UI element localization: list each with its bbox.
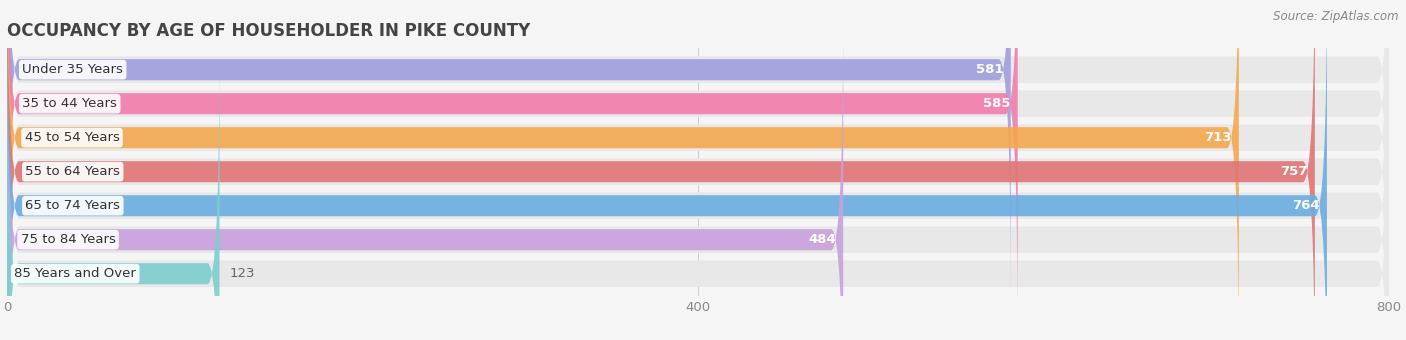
Text: OCCUPANCY BY AGE OF HOUSEHOLDER IN PIKE COUNTY: OCCUPANCY BY AGE OF HOUSEHOLDER IN PIKE … — [7, 22, 530, 40]
Text: Source: ZipAtlas.com: Source: ZipAtlas.com — [1274, 10, 1399, 23]
Text: 85 Years and Over: 85 Years and Over — [14, 267, 136, 280]
Text: 764: 764 — [1292, 199, 1320, 212]
Text: 585: 585 — [983, 97, 1011, 110]
FancyBboxPatch shape — [7, 0, 1389, 340]
Text: 581: 581 — [976, 63, 1004, 76]
FancyBboxPatch shape — [7, 0, 1018, 331]
Text: 35 to 44 Years: 35 to 44 Years — [22, 97, 117, 110]
Text: 55 to 64 Years: 55 to 64 Years — [25, 165, 120, 178]
Text: 75 to 84 Years: 75 to 84 Years — [21, 233, 115, 246]
FancyBboxPatch shape — [7, 46, 219, 340]
FancyBboxPatch shape — [7, 0, 1327, 340]
FancyBboxPatch shape — [7, 0, 1389, 340]
Text: Under 35 Years: Under 35 Years — [22, 63, 124, 76]
FancyBboxPatch shape — [7, 49, 1389, 340]
Text: 65 to 74 Years: 65 to 74 Years — [25, 199, 121, 212]
FancyBboxPatch shape — [7, 0, 1389, 328]
Text: 713: 713 — [1205, 131, 1232, 144]
FancyBboxPatch shape — [7, 0, 1239, 340]
FancyBboxPatch shape — [7, 0, 1389, 340]
Text: 45 to 54 Years: 45 to 54 Years — [24, 131, 120, 144]
Text: 123: 123 — [231, 267, 256, 280]
FancyBboxPatch shape — [7, 0, 1389, 294]
FancyBboxPatch shape — [7, 0, 1315, 340]
FancyBboxPatch shape — [7, 0, 1011, 297]
Text: 757: 757 — [1281, 165, 1308, 178]
FancyBboxPatch shape — [7, 12, 844, 340]
FancyBboxPatch shape — [7, 15, 1389, 340]
Text: 484: 484 — [808, 233, 837, 246]
